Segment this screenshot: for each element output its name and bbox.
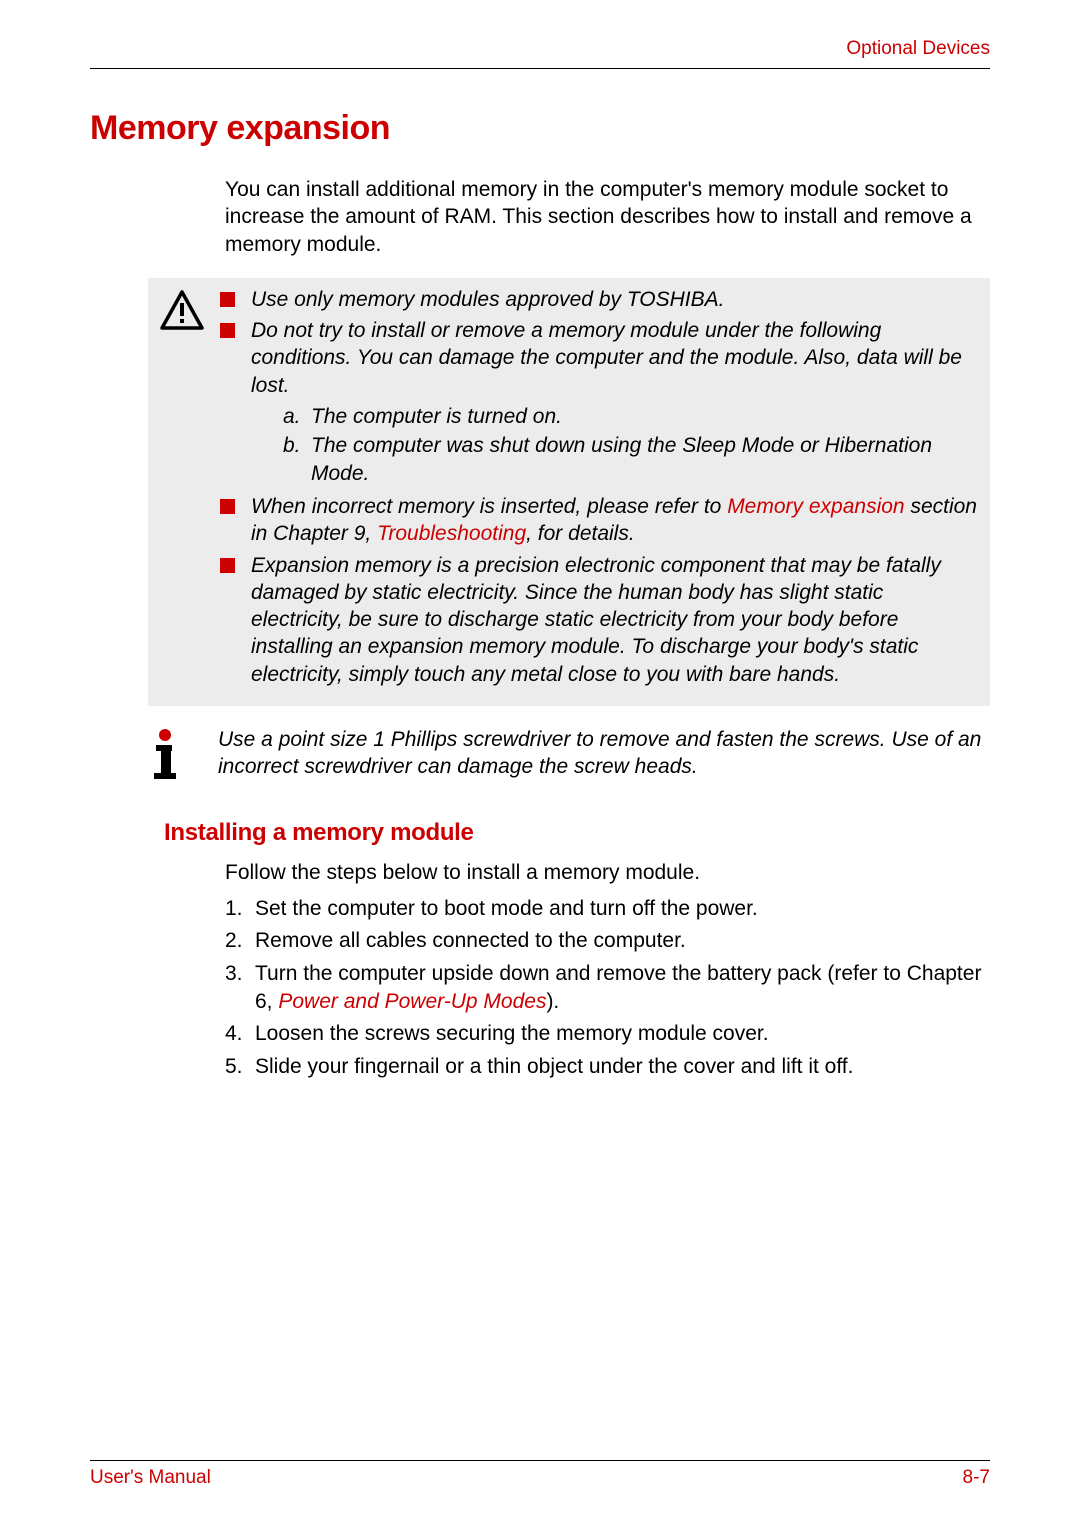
step-number: 2. xyxy=(225,927,255,955)
step-item: 1. Set the computer to boot mode and tur… xyxy=(225,895,990,923)
header-label: Optional Devices xyxy=(90,38,990,60)
step-number: 5. xyxy=(225,1053,255,1081)
bullet-text: When incorrect memory is inserted, pleas… xyxy=(251,493,978,548)
bullet-text: Expansion memory is a precision electron… xyxy=(251,552,978,688)
sub-text: The computer is turned on. xyxy=(311,403,562,430)
sub-list: a. The computer is turned on. b. The com… xyxy=(283,403,978,487)
text-post: , for details. xyxy=(526,522,635,545)
warning-icon xyxy=(160,286,220,335)
sub-text: The computer was shut down using the Sle… xyxy=(311,432,978,487)
intro-paragraph: You can install additional memory in the… xyxy=(225,176,990,258)
info-icon xyxy=(148,726,218,785)
memory-expansion-link[interactable]: Memory expansion xyxy=(727,495,904,518)
power-modes-link[interactable]: Power and Power-Up Modes xyxy=(278,990,546,1013)
step-number: 1. xyxy=(225,895,255,923)
warning-bullet: Expansion memory is a precision electron… xyxy=(220,552,978,688)
sub-item: a. The computer is turned on. xyxy=(283,403,978,430)
step-item: 2. Remove all cables connected to the co… xyxy=(225,927,990,955)
warning-box: Use only memory modules approved by TOSH… xyxy=(148,278,990,706)
warning-content: Use only memory modules approved by TOSH… xyxy=(220,286,978,692)
steps-list: 1. Set the computer to boot mode and tur… xyxy=(225,895,990,1081)
step-text: Slide your fingernail or a thin object u… xyxy=(255,1053,990,1081)
troubleshooting-link[interactable]: Troubleshooting xyxy=(377,522,526,545)
sub-marker: b. xyxy=(283,432,311,487)
step-text: Loosen the screws securing the memory mo… xyxy=(255,1020,990,1048)
bullet-text: Use only memory modules approved by TOSH… xyxy=(251,286,978,313)
warning-bullet: Do not try to install or remove a memory… xyxy=(220,317,978,489)
bottom-rule xyxy=(90,1460,990,1461)
step-number: 3. xyxy=(225,960,255,1017)
follow-text: Follow the steps below to install a memo… xyxy=(225,861,990,885)
bullet-text-span: Do not try to install or remove a memory… xyxy=(251,319,962,397)
text-pre: When incorrect memory is inserted, pleas… xyxy=(251,495,727,518)
step-item: 4. Loosen the screws securing the memory… xyxy=(225,1020,990,1048)
bullet-icon xyxy=(220,558,235,573)
top-rule xyxy=(90,68,990,69)
section-heading: Installing a memory module xyxy=(164,819,990,847)
page-footer: User's Manual 8-7 xyxy=(90,1460,990,1489)
footer-right: 8-7 xyxy=(963,1467,990,1489)
warning-bullet: When incorrect memory is inserted, pleas… xyxy=(220,493,978,548)
step-text: Remove all cables connected to the compu… xyxy=(255,927,990,955)
step-post: ). xyxy=(546,990,559,1013)
bullet-text: Do not try to install or remove a memory… xyxy=(251,317,978,489)
bullet-icon xyxy=(220,323,235,338)
info-text: Use a point size 1 Phillips screwdriver … xyxy=(218,726,990,781)
footer-left: User's Manual xyxy=(90,1467,211,1489)
sub-item: b. The computer was shut down using the … xyxy=(283,432,978,487)
step-text: Set the computer to boot mode and turn o… xyxy=(255,895,990,923)
step-item: 5. Slide your fingernail or a thin objec… xyxy=(225,1053,990,1081)
sub-marker: a. xyxy=(283,403,311,430)
step-text: Turn the computer upside down and remove… xyxy=(255,960,990,1017)
step-number: 4. xyxy=(225,1020,255,1048)
page-title: Memory expansion xyxy=(90,109,990,148)
warning-bullet: Use only memory modules approved by TOSH… xyxy=(220,286,978,313)
info-box: Use a point size 1 Phillips screwdriver … xyxy=(148,726,990,785)
bullet-icon xyxy=(220,499,235,514)
bullet-icon xyxy=(220,292,235,307)
step-item: 3. Turn the computer upside down and rem… xyxy=(225,960,990,1017)
